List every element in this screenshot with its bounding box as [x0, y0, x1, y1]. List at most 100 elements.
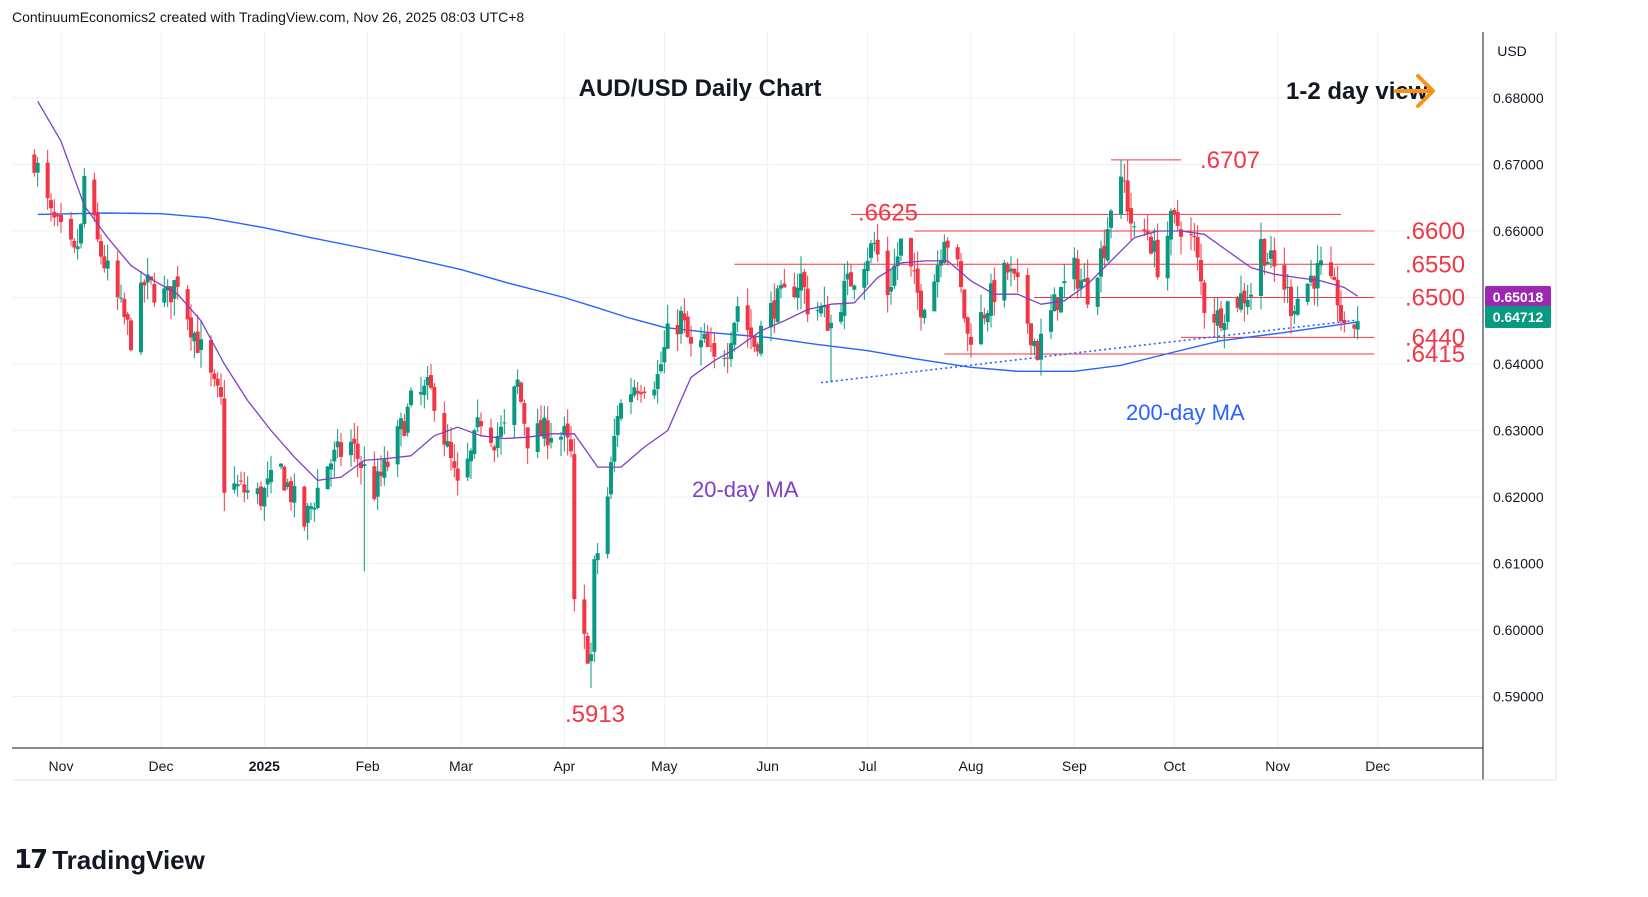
candle — [775, 284, 780, 323]
candle-body — [1095, 277, 1100, 307]
candle-body — [955, 247, 960, 260]
candle-body — [1315, 262, 1320, 289]
candle-body — [685, 316, 690, 338]
candle — [662, 330, 667, 374]
x-tick-label: Sep — [1062, 758, 1087, 774]
candle-body — [242, 484, 247, 493]
candle — [619, 399, 623, 421]
candle — [452, 444, 457, 478]
candle-body — [699, 340, 703, 348]
candle — [402, 413, 407, 437]
candle — [735, 296, 740, 332]
candle — [682, 298, 687, 333]
tradingview-logo-icon: 17 — [14, 845, 48, 875]
candle — [745, 288, 750, 348]
candle-body — [545, 420, 550, 446]
candle-body — [515, 379, 520, 388]
candle-body — [1245, 299, 1250, 307]
currency-label[interactable]: USD — [1497, 43, 1527, 59]
candle — [199, 320, 203, 368]
candle — [1285, 273, 1290, 304]
candle — [685, 310, 690, 338]
candle — [689, 325, 693, 357]
candle-body — [432, 386, 437, 411]
candle-body — [1075, 258, 1080, 289]
candle-body — [705, 333, 710, 347]
candle — [702, 323, 707, 343]
last-price-tag: 0.64712 — [1485, 306, 1551, 328]
candle-body — [469, 450, 473, 462]
candle — [539, 405, 543, 437]
candle-body — [709, 345, 713, 347]
candle — [1009, 256, 1013, 287]
candle — [145, 258, 150, 300]
candle — [639, 384, 643, 403]
candle — [325, 466, 330, 490]
candle — [359, 455, 363, 485]
candle-body — [802, 271, 807, 288]
candle-body — [839, 312, 843, 322]
candle-body — [1072, 257, 1077, 280]
candle — [1099, 240, 1103, 293]
candle-body — [199, 339, 203, 350]
y-tick-label: 0.61000 — [1493, 556, 1544, 572]
candle — [965, 316, 970, 352]
candle-body — [162, 288, 167, 303]
candle-body — [872, 242, 877, 245]
candle-body — [239, 480, 243, 482]
candle-body — [842, 280, 847, 316]
candle — [849, 263, 853, 287]
candle — [279, 463, 283, 470]
candle — [449, 427, 453, 471]
candle-body — [852, 285, 857, 290]
candle-body — [965, 317, 970, 334]
candle — [52, 199, 57, 227]
x-tick-label: Aug — [959, 758, 984, 774]
candle-body — [492, 446, 497, 451]
candle — [189, 304, 193, 351]
candle — [935, 250, 940, 298]
candle — [445, 424, 450, 448]
level-label: .6600 — [1405, 218, 1465, 245]
candle-body — [282, 466, 287, 491]
candle — [1199, 243, 1203, 296]
candle — [222, 380, 227, 512]
candle-body — [1355, 321, 1360, 330]
chart-attribution: ContinuumEconomics2 created with Trading… — [12, 9, 525, 25]
candle — [122, 292, 127, 325]
candle — [839, 304, 843, 325]
candle — [72, 238, 77, 254]
candle-body — [1215, 310, 1220, 326]
candle — [1235, 295, 1240, 313]
candle-body — [99, 241, 103, 257]
ma200-layer — [37, 212, 1358, 372]
candle — [495, 422, 500, 458]
candle — [1152, 228, 1157, 268]
candle-body — [172, 280, 177, 299]
candle-body — [32, 154, 37, 173]
candle — [1165, 221, 1170, 291]
candle-body — [315, 487, 320, 508]
candle — [1012, 268, 1017, 281]
candle — [305, 503, 310, 541]
candle — [782, 268, 787, 288]
tradingview-logo[interactable]: 17 TradingView — [14, 844, 205, 876]
candle-body — [935, 265, 940, 283]
candle-body — [59, 214, 63, 223]
candle-body — [475, 417, 480, 428]
candle — [219, 373, 223, 405]
ma20-price-tag-text: 0.65018 — [1493, 289, 1544, 305]
candle-body — [639, 392, 643, 395]
candle — [385, 450, 390, 472]
candle — [1265, 252, 1270, 265]
candle-body — [942, 241, 947, 263]
candle — [769, 291, 773, 342]
ma200-label: 200-day MA — [1126, 400, 1245, 425]
candle — [1172, 207, 1177, 224]
candle — [655, 360, 660, 404]
candle — [1175, 200, 1180, 231]
candle — [819, 302, 823, 317]
candle — [1245, 284, 1250, 315]
candle-body — [305, 505, 310, 523]
